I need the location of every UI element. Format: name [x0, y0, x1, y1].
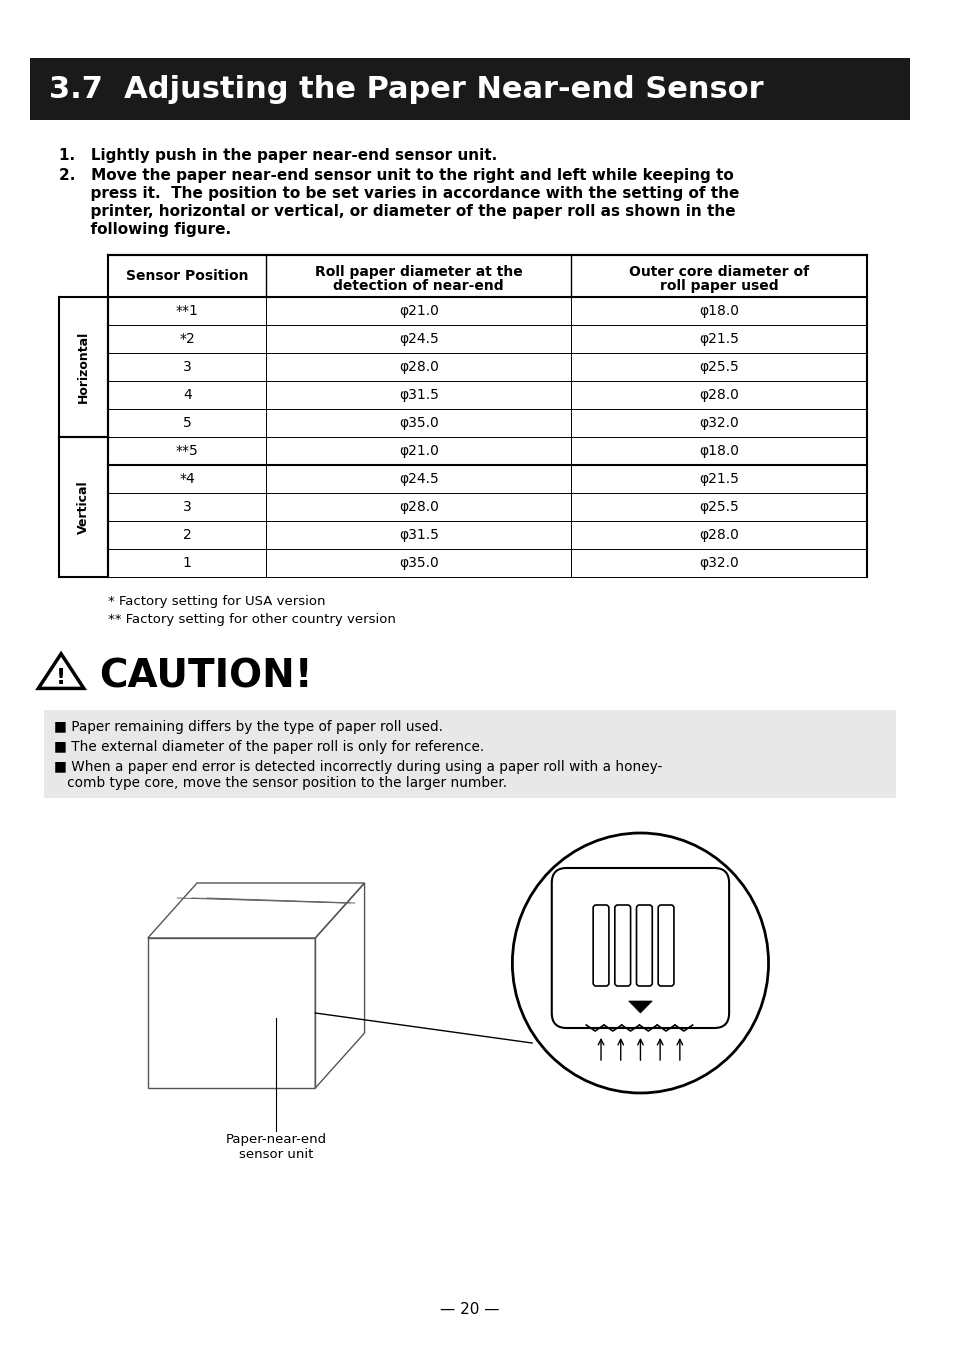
Text: φ25.5: φ25.5: [699, 360, 739, 375]
Text: ■ The external diameter of the paper roll is only for reference.: ■ The external diameter of the paper rol…: [54, 740, 484, 754]
Text: 5: 5: [183, 416, 192, 430]
Text: φ21.0: φ21.0: [398, 304, 438, 318]
Text: φ28.0: φ28.0: [699, 529, 739, 542]
Text: Sensor Position: Sensor Position: [126, 269, 248, 283]
Text: 3.7  Adjusting the Paper Near-end Sensor: 3.7 Adjusting the Paper Near-end Sensor: [50, 74, 763, 104]
Text: 4: 4: [183, 388, 192, 402]
Text: φ28.0: φ28.0: [398, 360, 438, 375]
Text: 2.   Move the paper near-end sensor unit to the right and left while keeping to: 2. Move the paper near-end sensor unit t…: [59, 168, 733, 183]
Text: comb type core, move the sensor position to the larger number.: comb type core, move the sensor position…: [54, 776, 507, 790]
Text: φ28.0: φ28.0: [699, 388, 739, 402]
Text: ** Factory setting for other country version: ** Factory setting for other country ver…: [109, 612, 395, 626]
Text: detection of near-end: detection of near-end: [334, 279, 503, 293]
Text: 1.   Lightly push in the paper near-end sensor unit.: 1. Lightly push in the paper near-end se…: [59, 147, 497, 164]
Polygon shape: [628, 1000, 652, 1013]
Text: 1: 1: [183, 556, 192, 571]
Text: Paper-near-end
sensor unit: Paper-near-end sensor unit: [225, 1133, 326, 1161]
Text: Outer core diameter of: Outer core diameter of: [629, 265, 808, 279]
Text: **5: **5: [175, 443, 198, 458]
Text: φ25.5: φ25.5: [699, 500, 739, 514]
Text: — 20 —: — 20 —: [439, 1302, 499, 1317]
Text: φ24.5: φ24.5: [398, 333, 438, 346]
Text: ■ When a paper end error is detected incorrectly during using a paper roll with : ■ When a paper end error is detected inc…: [54, 760, 662, 773]
Text: φ32.0: φ32.0: [699, 416, 739, 430]
Text: 3: 3: [183, 500, 192, 514]
Text: ■ Paper remaining differs by the type of paper roll used.: ■ Paper remaining differs by the type of…: [54, 721, 443, 734]
Text: φ18.0: φ18.0: [699, 304, 739, 318]
Text: Vertical: Vertical: [77, 480, 91, 534]
FancyBboxPatch shape: [44, 710, 895, 798]
Text: φ31.5: φ31.5: [398, 388, 438, 402]
Text: φ35.0: φ35.0: [398, 416, 438, 430]
Text: printer, horizontal or vertical, or diameter of the paper roll as shown in the: printer, horizontal or vertical, or diam…: [59, 204, 735, 219]
Text: *4: *4: [179, 472, 194, 485]
Text: φ31.5: φ31.5: [398, 529, 438, 542]
Text: !: !: [56, 668, 66, 688]
FancyBboxPatch shape: [30, 58, 909, 120]
Text: *2: *2: [179, 333, 194, 346]
Text: CAUTION!: CAUTION!: [98, 657, 312, 695]
Text: φ18.0: φ18.0: [699, 443, 739, 458]
Text: following figure.: following figure.: [59, 222, 231, 237]
Text: φ35.0: φ35.0: [398, 556, 438, 571]
Text: φ28.0: φ28.0: [398, 500, 438, 514]
Text: **1: **1: [175, 304, 198, 318]
Text: 2: 2: [183, 529, 192, 542]
Text: φ21.5: φ21.5: [699, 333, 739, 346]
Text: φ21.5: φ21.5: [699, 472, 739, 485]
Text: * Factory setting for USA version: * Factory setting for USA version: [109, 595, 326, 608]
Text: roll paper used: roll paper used: [659, 279, 778, 293]
Text: φ21.0: φ21.0: [398, 443, 438, 458]
Text: φ24.5: φ24.5: [398, 472, 438, 485]
Text: press it.  The position to be set varies in accordance with the setting of the: press it. The position to be set varies …: [59, 187, 739, 201]
Text: Horizontal: Horizontal: [77, 331, 91, 403]
Text: 3: 3: [183, 360, 192, 375]
Text: φ32.0: φ32.0: [699, 556, 739, 571]
Text: Roll paper diameter at the: Roll paper diameter at the: [314, 265, 522, 279]
